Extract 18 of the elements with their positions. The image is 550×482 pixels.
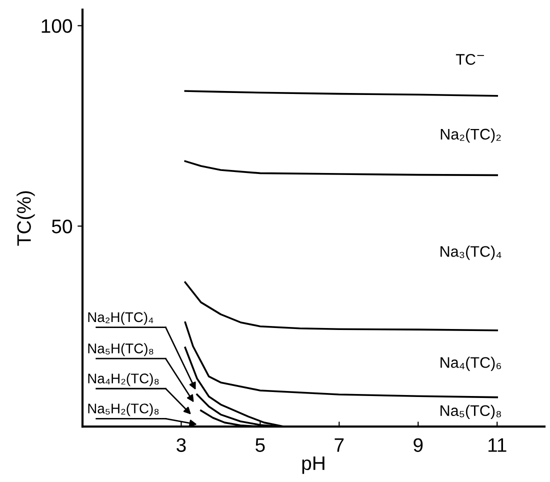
x-tick-label: 9: [414, 438, 423, 452]
annotation: Na₅(TC)₈: [440, 404, 501, 420]
annotation: Na₂(TC)₂: [440, 128, 501, 143]
y-tick-label: 100: [42, 19, 72, 33]
x-tick-label: 5: [256, 438, 265, 452]
annotation: Na₃(TC)₄: [440, 246, 502, 260]
annotation: Na₅H(TC)₈: [88, 343, 154, 356]
x-tick-label: 3: [176, 438, 186, 452]
y-tick-label: 50: [52, 220, 72, 234]
annotation: Na₅H₂(TC)₈: [88, 403, 159, 416]
annotation: Na₂H(TC)₄: [88, 312, 154, 325]
annotation: Na₄(TC)₆: [440, 356, 501, 371]
x-tick-label: 11: [488, 438, 506, 452]
x-tick-label: 7: [334, 438, 344, 452]
annotation: TC$^{−}$: [456, 54, 484, 65]
annotation: Na₄H₂(TC)₈: [88, 373, 159, 386]
x-axis-title: pH: [302, 456, 324, 474]
y-axis-title: TC(%): [16, 191, 35, 246]
